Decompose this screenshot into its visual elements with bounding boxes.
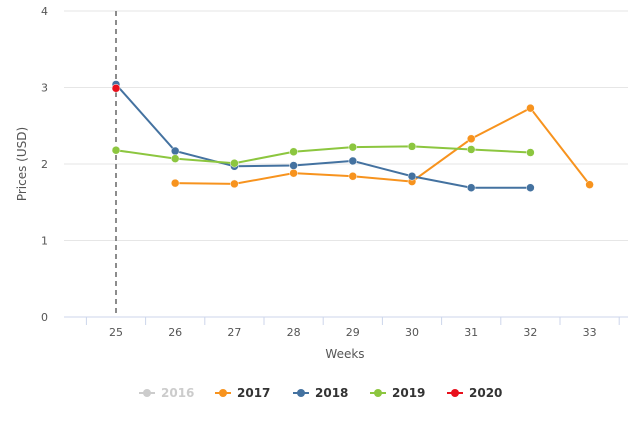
data-point-2017-32 (526, 103, 535, 113)
x-tick-label-26: 26 (168, 326, 182, 339)
x-tick-label-30: 30 (405, 326, 419, 339)
data-point-2018-26 (170, 146, 180, 156)
legend-item-2017[interactable]: 2017 (215, 386, 270, 400)
series-2020 (111, 84, 121, 93)
legend: 2016 2017 2018 2019 2020 (139, 386, 502, 400)
x-tick-label-33: 33 (583, 326, 597, 339)
data-point-2017-26 (170, 178, 180, 188)
data-point-2019-29 (348, 142, 358, 152)
data-point-2018-29 (348, 156, 358, 166)
y-axis-title: Prices (USD) (15, 127, 29, 201)
series-2017 (170, 103, 594, 189)
x-tick-label-27: 27 (227, 326, 241, 339)
y-tick-label-3: 3 (41, 82, 48, 95)
legend-label-2018: 2018 (315, 386, 348, 400)
legend-symbol-marker (143, 389, 151, 397)
x-tick-label-32: 32 (523, 326, 537, 339)
legend-item-2020[interactable]: 2020 (447, 386, 502, 400)
grid-lines (64, 10, 628, 241)
legend-symbol-marker (219, 389, 227, 397)
data-point-2019-25 (111, 145, 121, 155)
series-line-2018 (115, 83, 531, 189)
data-point-2017-33 (585, 180, 594, 189)
y-tick-label-0: 0 (41, 311, 48, 324)
x-tick-label-25: 25 (109, 326, 123, 339)
y-tick-label-2: 2 (41, 158, 48, 171)
data-point-2019-30 (407, 142, 417, 151)
data-point-2018-28 (289, 161, 298, 170)
data-point-2018-32 (526, 183, 535, 192)
data-point-2017-28 (289, 168, 298, 178)
y-tick-label-1: 1 (41, 235, 48, 248)
x-tick-label-31: 31 (464, 326, 478, 339)
data-point-2019-28 (289, 147, 298, 157)
legend-symbol-marker (297, 389, 305, 397)
series-2018 (111, 80, 535, 192)
legend-item-2016[interactable]: 2016 (139, 386, 194, 400)
legend-label-2016: 2016 (161, 386, 194, 400)
x-axis: 25 26 27 28 29 30 31 32 33 (64, 316, 628, 339)
x-tick-label-29: 29 (346, 326, 360, 339)
data-point-2019-26 (170, 154, 180, 163)
legend-item-2018[interactable]: 2018 (293, 386, 348, 400)
series-line-2017 (175, 106, 591, 186)
series-layer (111, 80, 594, 192)
x-tick-label-28: 28 (287, 326, 301, 339)
legend-symbol-marker (374, 389, 382, 397)
data-point-2017-27 (230, 179, 239, 189)
legend-label-2019: 2019 (392, 386, 425, 400)
legend-item-2019[interactable]: 2019 (370, 386, 425, 400)
series-line-2019 (115, 145, 531, 165)
legend-label-2020: 2020 (469, 386, 502, 400)
y-axis-ticks: 0 1 2 3 4 (41, 5, 48, 324)
data-point-2018-31 (466, 183, 476, 192)
data-point-2017-31 (466, 134, 476, 144)
data-point-2019-27 (230, 158, 239, 168)
x-axis-title: Weeks (325, 347, 364, 361)
data-point-2018-30 (407, 171, 417, 181)
y-tick-label-4: 4 (41, 5, 48, 18)
data-point-2020-25 (111, 84, 121, 93)
legend-label-2017: 2017 (237, 386, 270, 400)
data-point-2019-32 (526, 148, 535, 157)
data-point-2019-31 (466, 145, 476, 154)
series-2019 (111, 142, 535, 168)
data-point-2017-29 (348, 171, 358, 181)
legend-symbol-marker (451, 389, 459, 397)
